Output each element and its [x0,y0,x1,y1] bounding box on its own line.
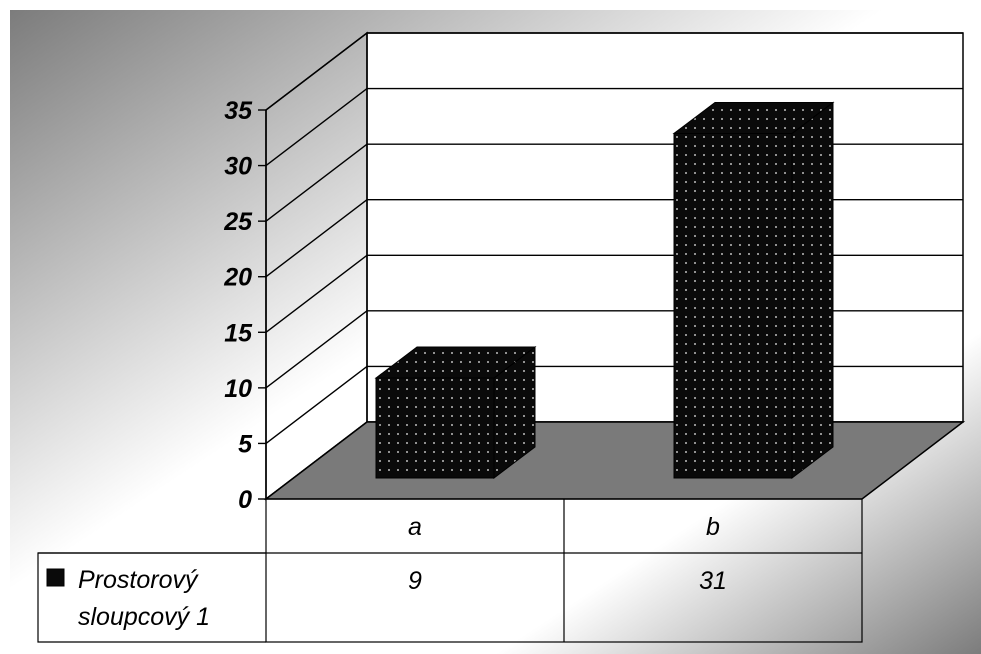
gridline [265,32,963,111]
legend-swatch [46,568,65,587]
y-tick-label: 15 [224,319,253,347]
data-table: a 9 b 31 Prostorový sloupcový 1 [37,498,863,643]
y-tick-label: 30 [224,153,252,181]
bar-side [791,101,834,480]
bars [374,101,835,480]
bar-front [375,377,495,479]
floor-panel [263,421,966,500]
category-label: a [408,513,422,541]
bar-front [673,132,793,479]
y-tick-label: 20 [223,264,252,292]
y-axis-ticks: 0 5 10 15 20 25 30 35 [223,97,253,514]
y-tick-label: 0 [238,486,252,514]
category-label: b [706,513,720,541]
bar-top [672,101,835,134]
legend-cell-border [37,552,266,643]
bar-top [374,346,537,379]
gridline [265,87,963,167]
data-value-label: 31 [699,567,727,595]
y-tick-label: 35 [224,97,253,125]
data-value-label: 9 [408,567,422,595]
legend-series-name: Prostorový sloupcový 1 [78,566,210,631]
y-tick-label: 25 [223,208,253,236]
y-tick-label: 10 [224,375,252,403]
bar-b [672,101,835,480]
bar-a [374,345,537,480]
y-tick-label: 5 [238,430,253,458]
